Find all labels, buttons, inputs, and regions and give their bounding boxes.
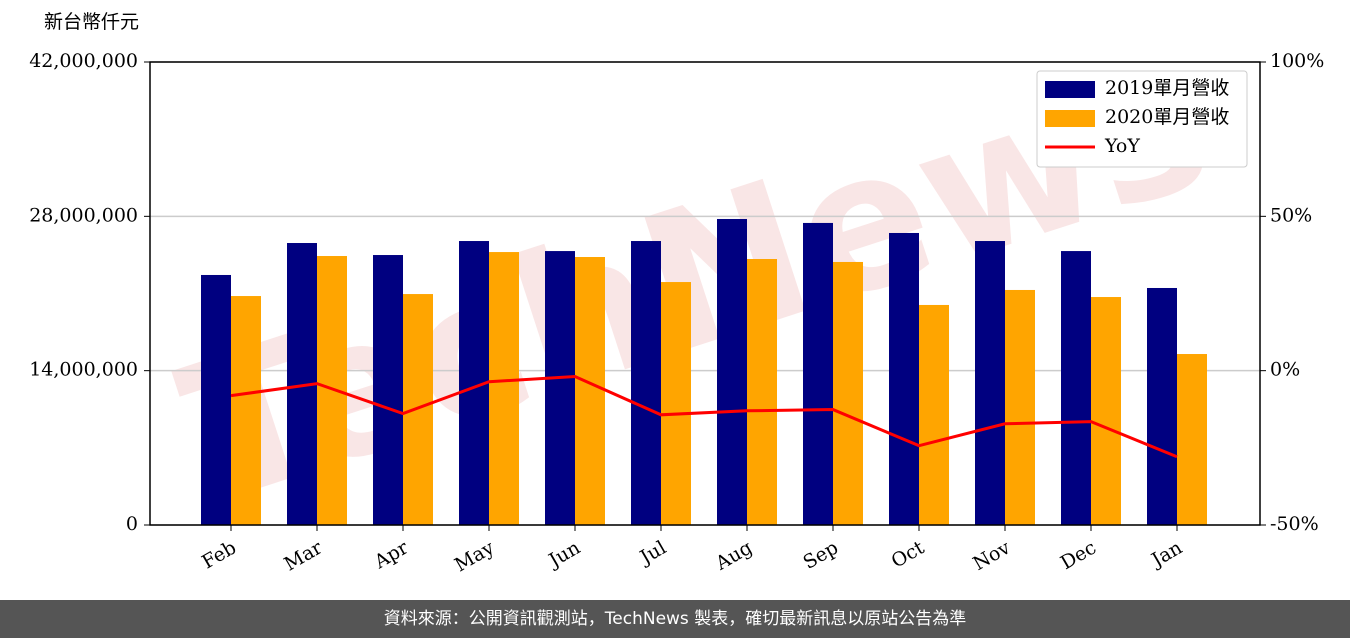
legend-label: YoY bbox=[1104, 135, 1140, 157]
bar bbox=[1147, 287, 1177, 525]
bar bbox=[317, 256, 347, 525]
legend-swatch bbox=[1045, 110, 1095, 127]
x-tick-label: Jun bbox=[543, 537, 584, 573]
y-tick-label: 14,000,000 bbox=[29, 359, 138, 381]
bar bbox=[231, 296, 261, 525]
y2-tick-label: 100% bbox=[1270, 50, 1324, 72]
y-axis-label: 新台幣仟元 bbox=[44, 11, 139, 33]
plot-frame bbox=[149, 61, 1261, 526]
y-tick-label: 0 bbox=[126, 513, 138, 535]
legend-label: 2020單月營收 bbox=[1105, 106, 1229, 128]
x-tick-label: Nov bbox=[969, 536, 1014, 575]
x-tick-label: May bbox=[451, 536, 498, 576]
x-tick-label: Sep bbox=[799, 537, 842, 574]
bar bbox=[975, 241, 1005, 525]
bar bbox=[373, 255, 403, 525]
bar bbox=[717, 218, 747, 525]
y-tick-label: 42,000,000 bbox=[29, 50, 138, 72]
x-tick-label: Aug bbox=[711, 537, 756, 576]
x-tick-label: Jan bbox=[1146, 537, 1186, 573]
legend-swatch bbox=[1045, 81, 1095, 98]
bar bbox=[747, 258, 777, 525]
bar bbox=[661, 282, 691, 525]
x-tick-label: Oct bbox=[888, 536, 929, 572]
x-tick-label: Dec bbox=[1057, 537, 1100, 575]
bar bbox=[1061, 251, 1091, 525]
bar bbox=[803, 222, 833, 525]
bar bbox=[1091, 297, 1121, 525]
bar bbox=[889, 232, 919, 525]
bar bbox=[201, 274, 231, 525]
y-tick-label: 28,000,000 bbox=[29, 204, 138, 226]
bar bbox=[489, 252, 519, 525]
x-tick-label: Mar bbox=[280, 536, 326, 575]
x-tick-label: Apr bbox=[370, 536, 413, 573]
y2-tick-label: 50% bbox=[1270, 204, 1312, 226]
bar bbox=[833, 261, 863, 525]
x-tick-label: Jul bbox=[635, 537, 670, 570]
bar bbox=[919, 304, 949, 525]
chart: 新台幣仟元 TechNews 014,000,00028,000,00042,0… bbox=[29, 9, 1324, 577]
bar bbox=[575, 257, 605, 525]
bar bbox=[1177, 354, 1207, 525]
bar bbox=[631, 241, 661, 525]
line bbox=[230, 375, 1178, 459]
footer: 資料來源：公開資訊觀測站，TechNews 製表，確切最新訊息以原站公告為準 bbox=[0, 600, 1350, 638]
bar bbox=[1005, 289, 1035, 525]
y2-tick-label: -50% bbox=[1270, 513, 1319, 535]
legend-label: 2019單月營收 bbox=[1105, 77, 1229, 99]
bar bbox=[545, 251, 575, 525]
y2-tick-label: 0% bbox=[1270, 359, 1300, 381]
